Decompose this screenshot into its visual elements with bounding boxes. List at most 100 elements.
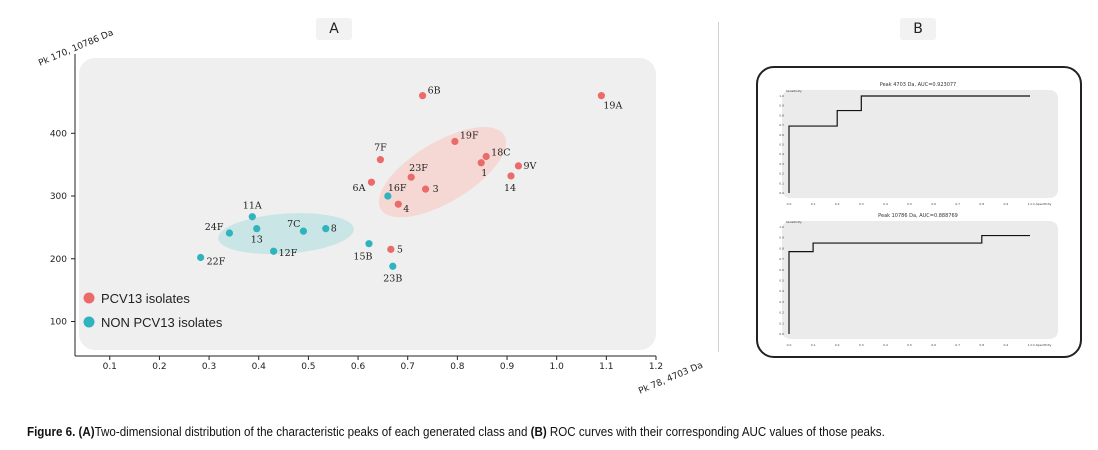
figure-caption: Figure 6. (A)Two-dimensional distributio…: [27, 425, 1002, 439]
non-pcv13-point-16f: [384, 192, 392, 200]
roc-2-x-tick-label: 0.8: [979, 343, 984, 347]
roc-2-x-tick-label: 0.6: [931, 343, 936, 347]
roc-1-xlabel: 1-Specificity: [1033, 202, 1052, 206]
roc-1-y-tick-label: 0.1: [779, 181, 784, 185]
roc-1-y-tick-label: 0.3: [779, 162, 784, 166]
point-label: 8: [331, 224, 337, 235]
roc-2-y-tick-label: 0.4: [779, 289, 784, 293]
point-label: 3: [433, 184, 439, 195]
panel-divider: [718, 22, 719, 352]
roc-2-y-tick-label: 0.5: [779, 279, 784, 283]
non-pcv13-point-8: [322, 225, 330, 233]
roc-1-x-tick-label: 0.4: [883, 202, 888, 206]
roc-1-y-tick-label: 0.6: [779, 133, 784, 137]
x-tick-label: 0.8: [450, 362, 465, 372]
roc-1-x-tick-label: 0.7: [955, 202, 960, 206]
roc-2-x-tick-label: 0.7: [955, 343, 960, 347]
legend-marker-non-pcv13: [83, 316, 95, 328]
legend-label: PCV13 isolates: [101, 291, 190, 306]
roc-1-x-tick-label: 0.3: [859, 202, 864, 206]
roc-1-title: Peak 4703 Da, AUC=0.923077: [880, 82, 957, 88]
roc-2-y-tick-label: 1.0: [779, 225, 784, 229]
non-pcv13-point-24f: [225, 229, 234, 237]
roc-1-x-tick-label: 0.6: [931, 202, 936, 206]
roc-1-y-tick-label: 0.7: [779, 123, 784, 127]
roc-2-y-tick-label: 0.6: [779, 268, 784, 272]
roc-2-y-tick-label: 0.2: [779, 311, 784, 315]
roc-1-ylabel: Sensitivity: [786, 89, 802, 93]
point-label: 19A: [603, 101, 622, 112]
point-label: 11A: [243, 201, 262, 212]
x-tick-label: 0.6: [351, 362, 366, 372]
point-label: 4: [403, 204, 409, 215]
roc-2-x-tick-label: 0.1: [811, 343, 816, 347]
roc-2-xlabel: 1-Specificity: [1033, 343, 1052, 347]
point-label: 7C: [287, 219, 300, 230]
point-label: 18C: [491, 147, 510, 158]
x-tick-label: 1.0: [550, 362, 565, 372]
non-pcv13-point-11a: [248, 213, 256, 221]
point-label: 1: [481, 168, 487, 179]
roc-2-y-tick-label: 0.9: [779, 236, 784, 240]
pcv13-point-5: [387, 245, 395, 253]
x-tick-label: 0.5: [301, 362, 315, 372]
y-tick-label: 100: [50, 317, 67, 327]
pcv13-point-14: [507, 172, 515, 180]
pcv13-point-6a: [367, 178, 376, 186]
roc-1-y-tick-label: 0.8: [779, 113, 784, 117]
point-label: 6A: [353, 183, 366, 194]
caption-part-b: (B): [530, 425, 547, 439]
roc-2-y-tick-label: 0.3: [779, 300, 784, 304]
non-pcv13-point-15b: [365, 240, 373, 248]
roc-2-x-tick-label: 0.3: [859, 343, 864, 347]
panel-b-tag: B: [900, 18, 936, 40]
roc-1-x-tick-label: 0.8: [979, 202, 984, 206]
non-pcv13-point-12f: [270, 247, 278, 255]
pcv13-point-19f: [451, 137, 459, 146]
roc-1-y-tick-label: 0.0: [779, 191, 784, 195]
roc-1-x-tick-label: 0.5: [907, 202, 912, 206]
legend-label: NON PCV13 isolates: [101, 315, 223, 330]
roc-2-y-tick-label: 0.0: [779, 332, 784, 336]
scatter-chart: 0.1 0.2 0.3 0.4 0.5 0.6 0.7 0.8 0.9 1.0 1.1 1.2 100 2…: [37, 28, 704, 397]
pcv13-point-9v: [514, 162, 523, 170]
roc-2-x-tick-label: 0.2: [835, 343, 840, 347]
figure-label: Figure 6.: [27, 425, 76, 439]
point-label: 7F: [374, 143, 387, 154]
caption-text-b: ROC curves with their corresponding AUC …: [549, 425, 885, 439]
non-pcv13-cluster-ellipse: [218, 213, 354, 255]
roc-2-x-tick-label: 1.0: [1028, 343, 1033, 347]
roc-charts: Peak 4703 Da, AUC=0.923077 Sensitivity 1-S…: [779, 82, 1058, 347]
x-tick-label: 1.2: [649, 362, 663, 372]
y-tick-label: 400: [50, 129, 67, 139]
x-tick-label: 1.1: [599, 362, 613, 372]
point-label: 24F: [205, 222, 224, 233]
y-tick-label: 300: [50, 192, 67, 202]
point-label: 12F: [279, 248, 298, 259]
roc-2-x-tick-label: 0.0: [787, 343, 792, 347]
x-tick-label: 0.2: [152, 362, 166, 372]
roc-2-x-tick-label: 0.5: [907, 343, 912, 347]
y-tick-label: 200: [50, 255, 67, 265]
point-label: 19F: [460, 130, 479, 141]
non-pcv13-point-22f: [197, 253, 205, 262]
roc-1-background: [782, 90, 1058, 198]
plot-background: [79, 58, 656, 350]
point-label: 23B: [383, 273, 402, 284]
non-pcv13-point-13: [253, 225, 261, 233]
pcv13-point-3: [421, 185, 430, 193]
roc-1-x-tick-label: 0.2: [835, 202, 840, 206]
caption-text-a: Two-dimensional distribution of the char…: [94, 425, 528, 439]
pcv13-cluster-ellipse: [378, 127, 507, 218]
x-tick-label: 0.3: [202, 362, 216, 372]
roc-2-y-tick-label: 0.1: [779, 321, 784, 325]
caption-part-a: (A): [78, 425, 95, 439]
non-pcv13-point-23b: [389, 262, 397, 270]
pcv13-point-4: [394, 200, 402, 208]
pcv13-point-7f: [376, 156, 384, 164]
roc-1-x-tick-label: 1.0: [1028, 202, 1033, 206]
point-label: 13: [251, 235, 263, 246]
roc-1-x-tick-label: 0.0: [787, 202, 792, 206]
point-label: 23F: [409, 163, 428, 174]
roc-2-background: [782, 221, 1058, 339]
